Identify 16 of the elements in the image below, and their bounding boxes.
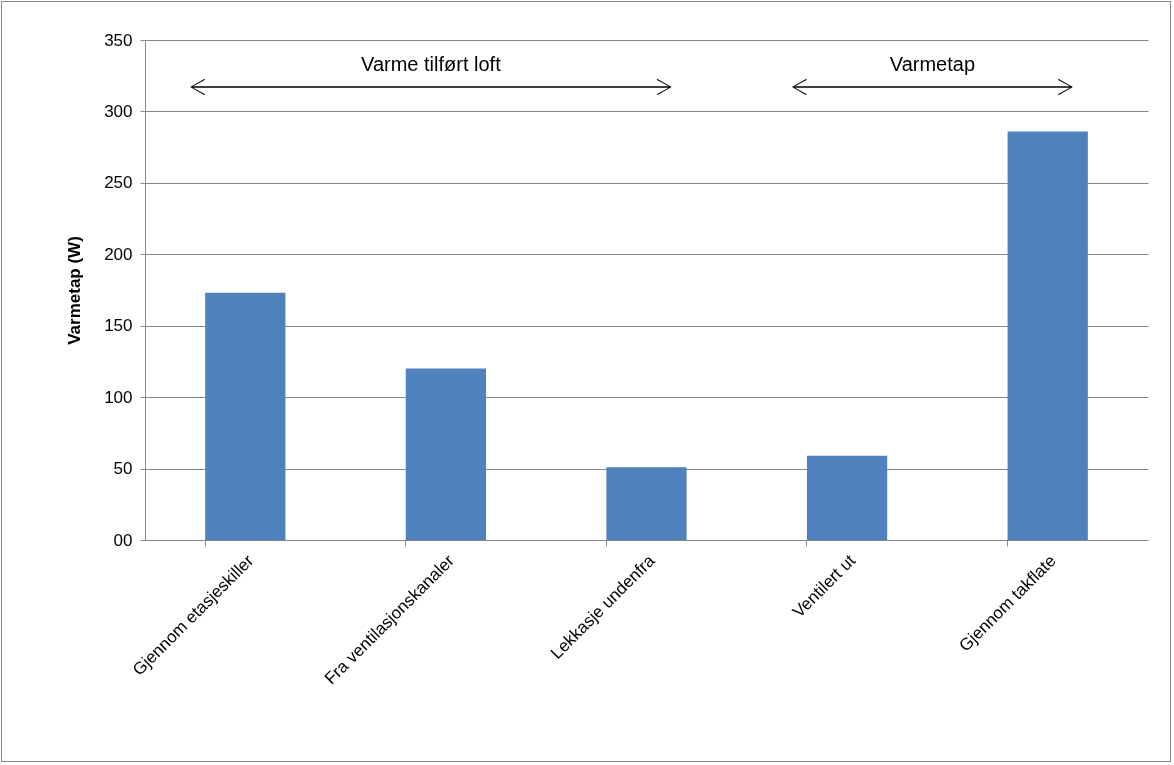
y-tick-label: 50 [113, 459, 133, 479]
y-tick-label: 250 [104, 173, 133, 193]
y-tick-label: 200 [104, 244, 133, 264]
bar [606, 467, 687, 540]
y-tick-label: 150 [104, 316, 133, 336]
annotation: Varmetap [889, 53, 976, 75]
bar [405, 368, 487, 540]
y-tick-label: 350 [104, 30, 133, 50]
y-tick-label: 00 [113, 530, 133, 550]
bar [205, 292, 286, 540]
annotation: Varme tilført loft [361, 53, 502, 75]
bar [1007, 131, 1088, 540]
y-tick-label: 300 [104, 101, 133, 121]
y-axis-title: Varmetap (W) [65, 236, 85, 345]
bar [806, 455, 888, 540]
y-tick-label: 100 [104, 387, 133, 407]
